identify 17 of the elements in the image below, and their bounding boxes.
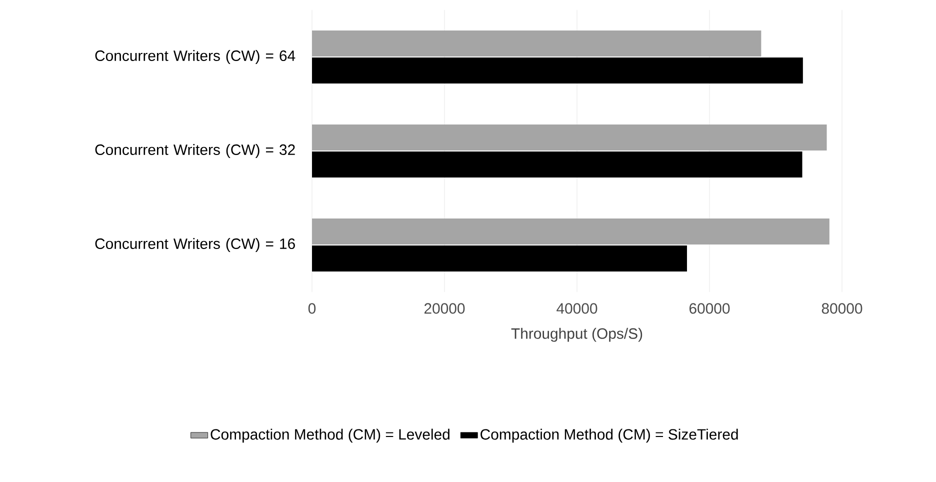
y-tick-label: Concurrent Writers (CW) = 16 xyxy=(95,238,295,252)
bar xyxy=(312,58,803,84)
bar xyxy=(312,152,802,178)
bar xyxy=(312,30,762,56)
bar xyxy=(312,218,830,244)
y-tick-label: Concurrent Writers (CW) = 64 xyxy=(95,50,296,64)
y-tick-label: Concurrent Writers (CW) = 32 xyxy=(95,144,295,158)
x-tick-label: 20000 xyxy=(424,303,465,314)
x-axis-title: Throughput (Ops/S) xyxy=(511,328,642,342)
x-tick-label: 0 xyxy=(308,303,316,314)
x-tick-label: 80000 xyxy=(822,303,862,314)
x-tick-label: 60000 xyxy=(689,303,730,314)
bar xyxy=(312,246,687,272)
legend-label: Compaction Method (CM) = Leveled xyxy=(210,428,450,443)
x-tick-label: 40000 xyxy=(556,303,598,314)
legend-label: Compaction Method (CM) = SizeTiered xyxy=(480,428,738,443)
bar xyxy=(312,124,827,150)
